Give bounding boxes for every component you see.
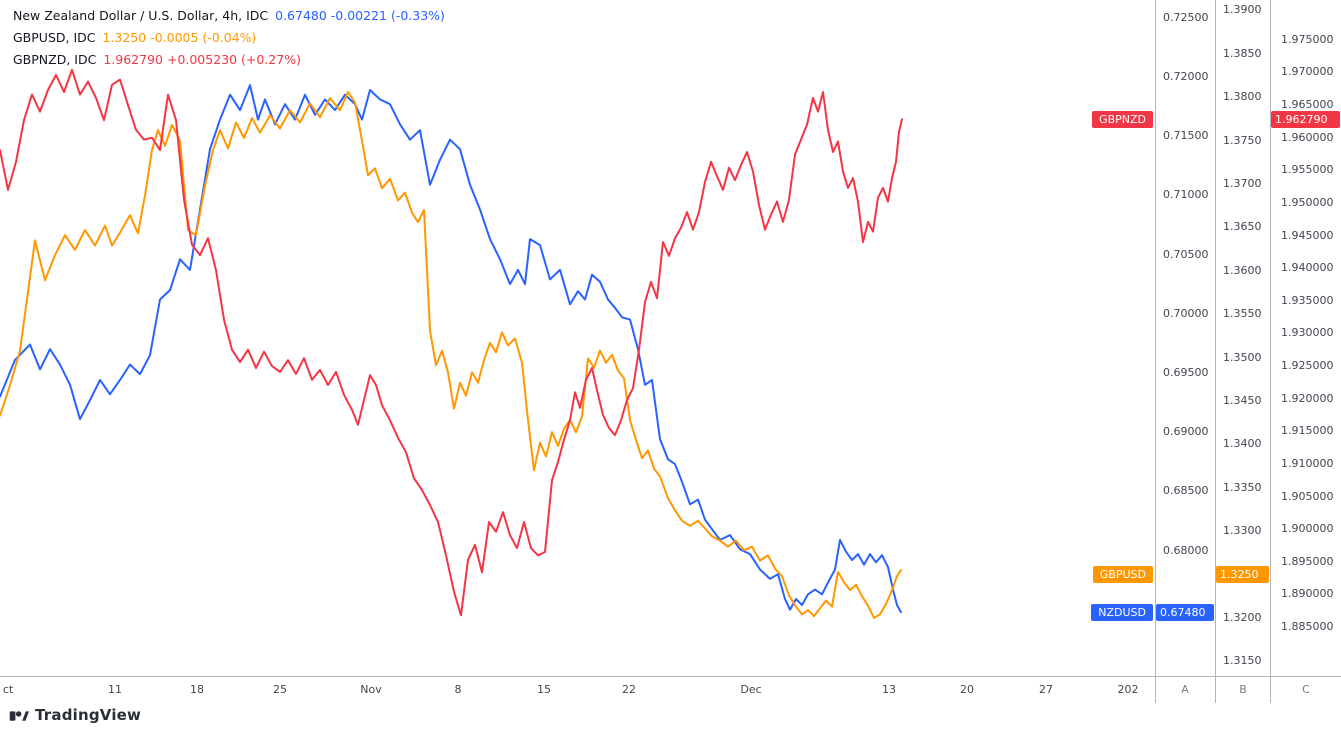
price-tick: 1.3900 <box>1223 3 1262 17</box>
price-series-canvas <box>0 68 903 619</box>
legend-quote: 1.962790 +0.005230 (+0.27%) <box>103 52 301 67</box>
series-line-gbpnzd[interactable] <box>0 68 903 617</box>
legend-quote: 0.67480 -0.00221 (-0.33%) <box>275 8 445 23</box>
price-scale-c[interactable]: 1.975000 1.970000 1.965000 1.960000 1.955000… <box>1271 0 1341 676</box>
time-label: 18 <box>190 683 204 696</box>
price-tick: 1.955000 <box>1281 163 1334 177</box>
time-label: 15 <box>537 683 551 696</box>
time-label: Dec <box>740 683 762 696</box>
time-axis-separator <box>0 676 1341 677</box>
price-tick: 0.71500 <box>1163 129 1209 143</box>
price-tick: 0.70000 <box>1163 306 1209 320</box>
price-tick: 1.925000 <box>1281 359 1334 373</box>
time-label: Nov <box>360 683 382 696</box>
price-tick: 1.3800 <box>1223 90 1262 104</box>
time-label: 8 <box>454 683 462 696</box>
time-label: 20 <box>960 683 974 696</box>
price-tick: 0.70500 <box>1163 247 1209 261</box>
chart-plot-area[interactable] <box>0 0 1155 676</box>
price-tick: 1.905000 <box>1281 489 1334 503</box>
price-tick: 1.900000 <box>1281 522 1334 536</box>
price-tick: 1.920000 <box>1281 391 1334 405</box>
time-axis[interactable]: ct 11 18 25 Nov 8 15 22 Dec 13 20 27 202 <box>0 681 1155 701</box>
price-tick: 0.72000 <box>1163 69 1209 83</box>
scale-letter-a[interactable]: A <box>1181 683 1189 696</box>
price-tick: 0.72500 <box>1163 10 1209 24</box>
price-tick: 1.3300 <box>1223 524 1262 538</box>
scale-letter-b[interactable]: B <box>1239 683 1247 696</box>
time-label: 27 <box>1039 683 1053 696</box>
price-label-gbpusd: 1.3250 <box>1216 565 1269 583</box>
price-tick: 1.960000 <box>1281 130 1334 144</box>
time-label: 202 <box>1117 683 1139 696</box>
price-tick: 1.950000 <box>1281 195 1334 209</box>
price-label-nzdusd: 0.67480 <box>1156 603 1214 621</box>
price-tick: 1.3500 <box>1223 350 1262 364</box>
price-scale-a[interactable]: 0.72500 0.72000 0.71500 0.71000 0.70500 0.700… <box>1156 0 1215 676</box>
series-badge-gbpnzd: GBPNZD <box>1092 110 1153 128</box>
legend-symbol-title[interactable]: GBPNZD, IDC <box>13 52 97 67</box>
time-label: ct <box>2 683 14 696</box>
scale-separator-b <box>1215 0 1216 703</box>
price-tick: 1.940000 <box>1281 261 1334 275</box>
price-tick: 1.895000 <box>1281 554 1334 568</box>
price-tick: 1.3600 <box>1223 263 1262 277</box>
legend-row-nzdusd[interactable]: New Zealand Dollar / U.S. Dollar, 4h, ID… <box>13 5 445 27</box>
price-tick: 1.3550 <box>1223 307 1262 321</box>
price-tick: 1.910000 <box>1281 456 1334 470</box>
price-tick: 1.930000 <box>1281 326 1334 340</box>
tradingview-logo-icon <box>9 711 29 721</box>
legend: New Zealand Dollar / U.S. Dollar, 4h, ID… <box>13 5 445 71</box>
price-tick: 1.885000 <box>1281 620 1334 634</box>
legend-row-gbpusd[interactable]: GBPUSD, IDC 1.3250 -0.0005 (-0.04%) <box>13 27 445 49</box>
price-tick: 1.890000 <box>1281 587 1334 601</box>
price-tick: 1.3350 <box>1223 480 1262 494</box>
series-line-gbpusd[interactable] <box>0 91 902 619</box>
price-tick: 0.68500 <box>1163 484 1209 498</box>
price-tick: 1.915000 <box>1281 424 1334 438</box>
series-badge-nzdusd: NZDUSD <box>1091 603 1153 621</box>
price-tick: 1.3650 <box>1223 220 1262 234</box>
legend-symbol-title[interactable]: New Zealand Dollar / U.S. Dollar, 4h, ID… <box>13 8 269 23</box>
scale-letter-c[interactable]: C <box>1302 683 1310 696</box>
series-line-nzdusd[interactable] <box>0 84 902 614</box>
price-tick: 0.69000 <box>1163 425 1209 439</box>
time-label: 13 <box>882 683 896 696</box>
price-tick: 1.945000 <box>1281 228 1334 242</box>
time-label: 11 <box>108 683 122 696</box>
time-label: 22 <box>622 683 636 696</box>
price-label-gbpnzd: 1.962790 <box>1271 110 1340 128</box>
tradingview-logo[interactable]: TradingView <box>9 702 141 728</box>
price-tick: 0.69500 <box>1163 365 1209 379</box>
series-badge-gbpusd: GBPUSD <box>1092 565 1153 583</box>
price-tick: 1.965000 <box>1281 98 1334 112</box>
price-tick: 1.970000 <box>1281 65 1334 79</box>
price-tick: 1.3400 <box>1223 437 1262 451</box>
scale-separator-c <box>1270 0 1271 703</box>
price-tick: 1.3700 <box>1223 176 1262 190</box>
price-tick: 0.71000 <box>1163 188 1209 202</box>
price-tick: 1.3750 <box>1223 133 1262 147</box>
price-tick: 1.3450 <box>1223 393 1262 407</box>
price-tick: 1.975000 <box>1281 32 1334 46</box>
time-label: 25 <box>273 683 287 696</box>
tradingview-logo-text: TradingView <box>35 706 142 724</box>
price-tick: 1.3850 <box>1223 46 1262 60</box>
legend-quote: 1.3250 -0.0005 (-0.04%) <box>102 30 257 45</box>
price-tick: 0.68000 <box>1163 543 1209 557</box>
scale-separator-a <box>1155 0 1156 703</box>
legend-symbol-title[interactable]: GBPUSD, IDC <box>13 30 96 45</box>
price-tick: 1.3200 <box>1223 610 1262 624</box>
price-tick: 1.935000 <box>1281 293 1334 307</box>
price-tick: 1.3150 <box>1223 654 1262 668</box>
legend-row-gbpnzd[interactable]: GBPNZD, IDC 1.962790 +0.005230 (+0.27%) <box>13 49 445 71</box>
